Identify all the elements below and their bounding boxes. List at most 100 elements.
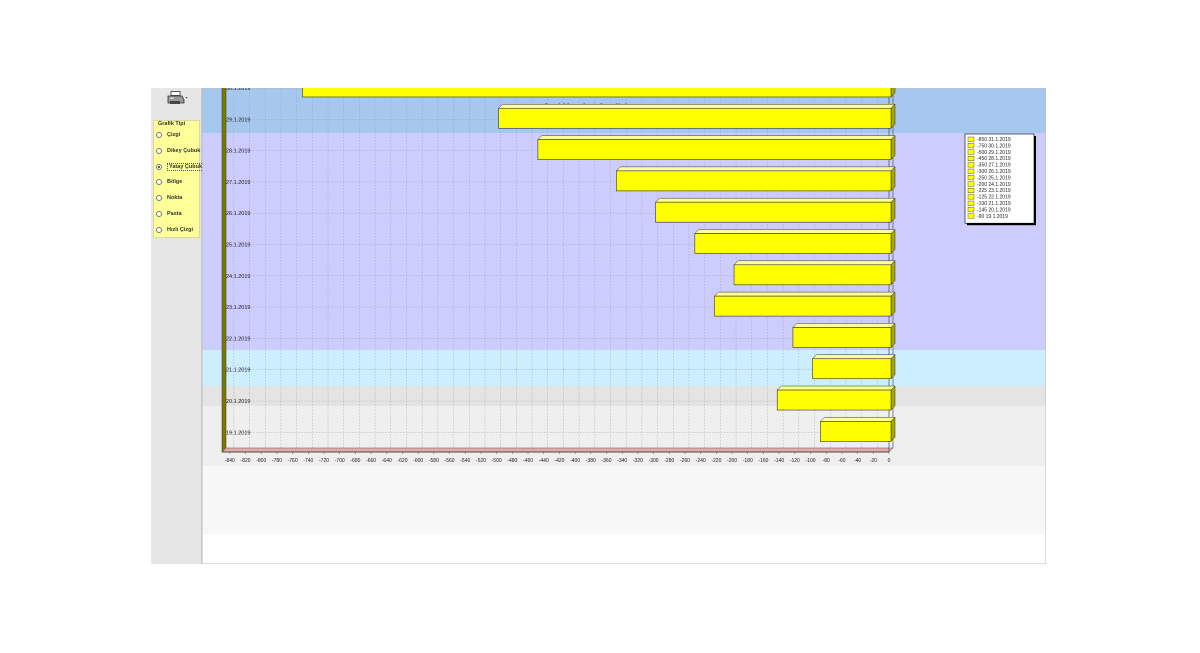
chart-type-option[interactable]: Pasta xyxy=(156,209,182,219)
bar-side xyxy=(890,416,896,442)
bar xyxy=(811,354,896,380)
legend-entry: -450 28.1.2019 xyxy=(977,156,1011,162)
tick-label: -560 xyxy=(445,458,455,464)
tick-label: -720 xyxy=(319,458,329,464)
bar-top xyxy=(713,291,896,297)
chart-type-option[interactable]: Nokta xyxy=(156,193,182,203)
chart-type-option[interactable]: Bölge xyxy=(156,177,182,187)
chart-type-title: Grafik Tipi xyxy=(158,121,186,127)
chart-type-option[interactable]: Dikey Çubuk xyxy=(156,146,200,156)
background-band xyxy=(202,534,1046,564)
chart-type-option[interactable]: Çizgi xyxy=(156,130,180,140)
chart-type-option-label: Çizgi xyxy=(167,132,181,138)
radio-button[interactable] xyxy=(156,195,162,202)
radio-button[interactable] xyxy=(156,211,162,217)
tick-label: -700 xyxy=(335,458,345,464)
bar-top xyxy=(819,417,896,422)
bar-top xyxy=(615,166,896,172)
bar-side xyxy=(890,260,896,286)
category-label: 29.1.2019 xyxy=(226,117,250,123)
bar xyxy=(733,260,896,286)
radio-button[interactable] xyxy=(156,226,162,233)
tick-label: -240 xyxy=(696,458,706,464)
chart-type-option-label: Dikey Çubuk xyxy=(167,147,201,154)
bar xyxy=(302,88,896,98)
category-labels: 31.1.201930.1.201929.1.201928.1.201927.1… xyxy=(226,88,250,436)
radio-button[interactable] xyxy=(156,163,162,170)
background-band xyxy=(202,466,1046,534)
background-band xyxy=(202,133,1046,350)
bar-side xyxy=(890,103,896,129)
bar-face xyxy=(616,170,892,192)
chart-type-option[interactable]: Yatay Çubuk xyxy=(156,162,205,172)
tick-label: -80 xyxy=(823,458,830,464)
background-band xyxy=(202,386,1046,406)
legend-entry: -500 29.1.2019 xyxy=(977,150,1011,156)
bar xyxy=(819,416,896,442)
chart-type-group: Grafik Tipi Çizgi Dikey Çubuk Yatay Çubuk B… xyxy=(153,120,205,238)
bar xyxy=(498,103,896,129)
grid xyxy=(226,88,894,448)
tick-label: -800 xyxy=(256,458,266,464)
legend-entry: -850 31.1.2019 xyxy=(977,137,1011,143)
tick-label: -340 xyxy=(617,458,627,464)
tick-label: -600 xyxy=(413,458,423,464)
tick-label: -40 xyxy=(854,458,861,464)
tick-label: -660 xyxy=(366,458,376,464)
bar-side xyxy=(890,322,896,349)
category-label: 26.1.2019 xyxy=(226,211,250,217)
bar-side xyxy=(890,228,896,255)
tick-label: -760 xyxy=(288,458,298,464)
bar xyxy=(776,385,896,411)
category-label: 25.1.2019 xyxy=(226,243,250,249)
legend-entry: -750 30.1.2019 xyxy=(977,143,1011,149)
tick-label: -100 xyxy=(806,458,816,464)
legend-entry: -350 27.1.2019 xyxy=(977,163,1011,169)
legend-entry: -250 25.1.2019 xyxy=(977,175,1011,181)
category-label: 23.1.2019 xyxy=(226,305,250,311)
bar-top xyxy=(654,197,896,203)
tick-label: -320 xyxy=(633,458,643,464)
legend-swatch xyxy=(967,155,975,161)
legend-swatch xyxy=(967,213,975,219)
category-label: 28.1.2019 xyxy=(226,149,250,155)
tick-label: -820 xyxy=(241,458,251,464)
tick-label: -220 xyxy=(711,458,721,464)
bars xyxy=(302,88,896,442)
bar-face xyxy=(792,327,892,348)
bar-face xyxy=(776,389,892,411)
tick-label: -480 xyxy=(507,458,517,464)
legend-entry: -90 19.1.2019 xyxy=(977,214,1008,220)
legend-entry: -145 20.1.2019 xyxy=(977,207,1011,213)
bar-top xyxy=(733,260,896,266)
legend-swatch xyxy=(967,194,975,200)
bar-top xyxy=(694,229,896,234)
tick-label: -680 xyxy=(350,458,360,464)
tick-label: -140 xyxy=(774,458,784,464)
print-button[interactable] xyxy=(164,89,190,107)
tick-label: -500 xyxy=(492,458,502,464)
tick-label: -200 xyxy=(727,458,737,464)
legend-swatch xyxy=(967,200,975,206)
legend-swatch xyxy=(967,207,975,213)
chart: Cari Hareket Analizi 31.1.201930.1.20192… xyxy=(202,88,1046,564)
bar-side xyxy=(890,166,896,192)
category-label: 27.1.2019 xyxy=(226,180,250,186)
chart-type-option-label: Bölge xyxy=(167,179,183,186)
chart-type-option-label: Yatay Çubuk xyxy=(167,162,205,171)
chart-type-option[interactable]: Hızlı Çizgi xyxy=(156,225,193,235)
background-band xyxy=(202,406,1046,466)
bar xyxy=(654,197,896,223)
tick-label: -640 xyxy=(382,458,392,464)
category-label: 30.1.2019 xyxy=(226,88,250,92)
chart-type-option-label: Nokta xyxy=(167,195,183,202)
category-label: 21.1.2019 xyxy=(226,368,250,374)
printer-icon xyxy=(167,91,188,104)
legend-entry: -100 21.1.2019 xyxy=(977,201,1011,207)
category-label: 20.1.2019 xyxy=(226,399,250,405)
radio-button[interactable] xyxy=(156,132,162,138)
legend-swatch xyxy=(967,181,975,187)
radio-button[interactable] xyxy=(156,147,162,154)
x-axis-ticks: -840 -820 -800 -780 -760 -740 -720 -700 -680 -660… xyxy=(225,452,891,464)
radio-button[interactable] xyxy=(156,179,162,186)
